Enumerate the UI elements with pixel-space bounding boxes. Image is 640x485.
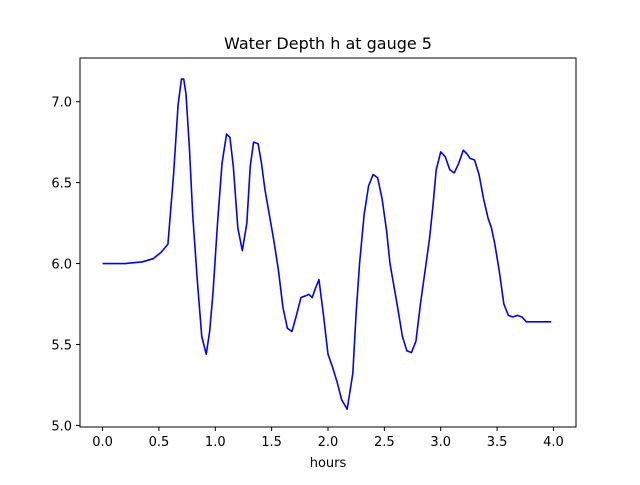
y-tick-label-3: 6.5	[51, 177, 72, 192]
x-axis-label: hours	[310, 456, 347, 471]
y-tick-label-0: 5.0	[51, 419, 72, 434]
x-tick-label-3: 1.5	[261, 435, 282, 450]
chart-title: Water Depth h at gauge 5	[224, 34, 432, 53]
series-line-0	[102, 78, 552, 411]
x-tick-label-4: 2.0	[318, 435, 339, 450]
plot-area: 0.0 0.5 1.0 1.5 2.0 2.5 3.0 3.5 4.0 5.0 5.5 6.0 6.5 7…	[51, 57, 577, 450]
x-tick-label-1: 0.5	[149, 435, 170, 450]
x-tick-label-2: 1.0	[205, 435, 226, 450]
y-tick-label-1: 5.5	[51, 338, 72, 353]
x-tick-label-8: 4.0	[543, 435, 564, 450]
x-tick-label-6: 3.0	[430, 435, 451, 450]
x-tick-label-5: 2.5	[374, 435, 395, 450]
x-tick-label-7: 3.5	[487, 435, 508, 450]
y-tick-label-2: 6.0	[51, 258, 72, 273]
y-tick-label-4: 7.0	[51, 96, 72, 111]
x-tick-label-0: 0.0	[92, 435, 113, 450]
